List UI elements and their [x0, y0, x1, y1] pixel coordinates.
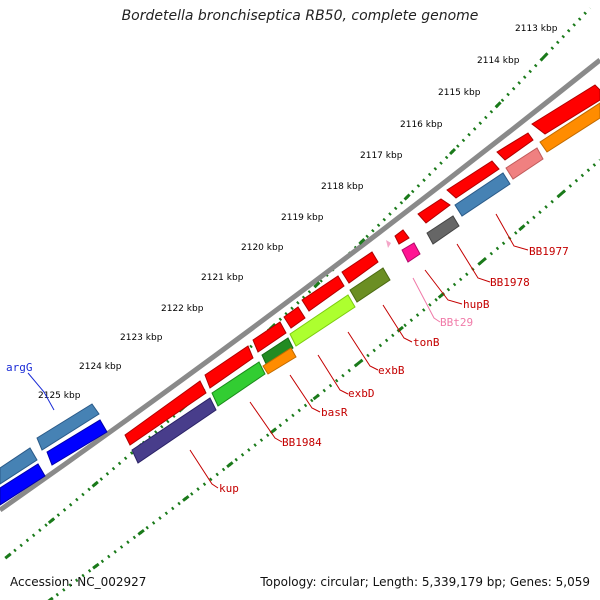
gene-feature[interactable] [262, 347, 297, 375]
tick-label: 2118 kbp [321, 182, 364, 192]
map-title: Bordetella bronchiseptica RB50, complete… [121, 8, 479, 24]
gene-feature[interactable] [46, 419, 108, 466]
gene-feature[interactable] [36, 403, 100, 451]
leader-line [347, 331, 379, 371]
gene-feature[interactable] [426, 215, 460, 245]
gene-feature[interactable] [505, 147, 544, 180]
scale-tick [358, 237, 366, 246]
tick-label: 2124 kbp [79, 362, 122, 372]
gene-label-exbB[interactable]: exbB [378, 364, 405, 377]
scale-tick [182, 495, 190, 502]
genome-summary-text: Topology: circular; Length: 5,339,179 bp… [260, 575, 590, 589]
scale-arc-outer [7, 6, 592, 558]
gene-label-BB1978[interactable]: BB1978 [490, 276, 530, 289]
leader-line [249, 401, 283, 443]
scale-tick [4, 552, 12, 560]
scale-tick [354, 359, 363, 367]
tick-marks [4, 53, 565, 600]
scale-tick [47, 517, 56, 525]
scale-tick [313, 281, 321, 289]
gene-feature[interactable] [394, 229, 410, 245]
tick-labels: 2113 kbp 2114 kbp 2115 kbp 2116 kbp 2117… [38, 24, 558, 401]
gene-feature[interactable] [131, 397, 217, 464]
leader-line [412, 277, 441, 323]
scale-tick [137, 529, 145, 536]
gene-feature[interactable] [401, 242, 421, 263]
gene-feature[interactable] [531, 84, 600, 135]
scale-tick [403, 193, 411, 201]
gene-label-basR[interactable]: basR [321, 406, 348, 419]
gene-feature[interactable] [496, 132, 534, 161]
tick-label: 2122 kbp [161, 304, 204, 314]
tick-label: 2117 kbp [360, 151, 403, 161]
gene-feature[interactable] [283, 306, 306, 329]
leader-line [382, 304, 413, 343]
leader-lines [27, 213, 529, 489]
leader-line [424, 269, 463, 305]
scale-tick [91, 480, 99, 488]
scale-tick [226, 461, 234, 468]
scale-tick [557, 190, 565, 198]
leader-line [495, 213, 529, 251]
gene-label-BB1977[interactable]: BB1977 [529, 245, 569, 258]
leader-line [189, 449, 219, 489]
gene-feature[interactable] [417, 198, 451, 224]
gene-feature[interactable] [261, 337, 294, 367]
tick-label: 2120 kbp [241, 243, 284, 253]
gene-label-tonB[interactable]: tonB [413, 336, 440, 349]
gene-labels: argG BB1977 BB1978 hupB BBt29 tonB exbB … [6, 245, 569, 495]
tick-label: 2119 kbp [281, 213, 324, 223]
scale-tick [540, 53, 548, 61]
forward-genes [0, 84, 600, 485]
tick-label: 2123 kbp [120, 333, 163, 343]
gene-feature[interactable] [0, 447, 38, 485]
scale-tick [494, 101, 502, 109]
tick-label: 2115 kbp [438, 88, 481, 98]
gene-feature[interactable] [386, 240, 391, 248]
gene-label-BBt29[interactable]: BBt29 [440, 316, 473, 329]
leader-line [317, 354, 349, 395]
scale-tick [448, 147, 457, 156]
scale-tick [478, 258, 486, 265]
gene-label-kup[interactable]: kup [219, 482, 239, 495]
reverse-genes [0, 102, 600, 506]
scale-tick [518, 224, 526, 232]
gene-feature[interactable] [0, 463, 46, 506]
gene-feature[interactable] [446, 160, 500, 199]
scale-tick [92, 562, 100, 570]
gene-label-exbD[interactable]: exbD [348, 387, 375, 400]
scale-arc-inner [49, 158, 600, 600]
tick-label: 2113 kbp [515, 24, 558, 34]
scale-tick [312, 393, 320, 401]
gene-label-BB1984[interactable]: BB1984 [282, 436, 322, 449]
gene-feature[interactable] [289, 294, 356, 347]
gene-feature[interactable] [341, 251, 379, 284]
gene-label-argG[interactable]: argG [6, 361, 33, 374]
gene-feature[interactable] [211, 361, 266, 407]
leader-line [456, 243, 491, 283]
genome-backbone [0, 58, 600, 513]
tick-label: 2125 kbp [38, 391, 81, 401]
gene-feature[interactable] [204, 345, 254, 389]
tick-label: 2121 kbp [201, 273, 244, 283]
leader-line [27, 372, 55, 411]
accession-text: Accession: NC_002927 [10, 575, 147, 589]
gene-feature[interactable] [124, 380, 207, 446]
leader-line [289, 374, 321, 413]
tick-label: 2114 kbp [477, 56, 520, 66]
gene-feature[interactable] [252, 321, 287, 353]
gene-feature[interactable] [454, 172, 511, 217]
gene-label-hupB[interactable]: hupB [463, 298, 490, 311]
gene-feature[interactable] [539, 102, 600, 153]
scale-tick [47, 596, 54, 600]
gene-feature[interactable] [349, 267, 391, 303]
scale-tick [396, 325, 404, 333]
gene-feature[interactable] [301, 275, 345, 312]
tick-label: 2116 kbp [400, 120, 443, 130]
